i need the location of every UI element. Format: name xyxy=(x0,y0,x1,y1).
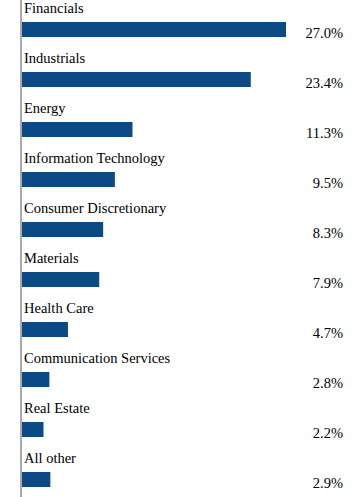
category-label: Industrials xyxy=(24,50,86,66)
data-label: 4.7% xyxy=(313,325,343,341)
bar xyxy=(22,122,132,137)
bar xyxy=(22,272,99,287)
data-label: 9.5% xyxy=(313,175,343,191)
data-label: 8.3% xyxy=(313,225,343,241)
data-label: 2.2% xyxy=(313,425,343,441)
category-label: All other xyxy=(24,450,76,466)
category-label: Health Care xyxy=(24,300,94,316)
bar xyxy=(22,422,44,437)
chart: Financials 27.0% Industrials 23.4% Energy 11.… xyxy=(0,0,360,497)
category-label: Materials xyxy=(24,250,79,266)
bar xyxy=(22,22,286,37)
bar xyxy=(22,72,251,87)
data-label: 2.8% xyxy=(313,375,343,391)
bar xyxy=(22,322,68,337)
category-label: Information Technology xyxy=(24,150,166,166)
bars xyxy=(22,22,286,487)
data-label: 27.0% xyxy=(306,25,343,41)
data-label: 2.9% xyxy=(313,475,343,491)
category-label: Energy xyxy=(24,100,66,116)
bar xyxy=(22,372,49,387)
category-label: Communication Services xyxy=(24,350,171,366)
bar xyxy=(22,472,50,487)
axis-line xyxy=(21,0,22,497)
category-label: Financials xyxy=(24,0,84,16)
category-label: Real Estate xyxy=(24,400,90,416)
data-label: 11.3% xyxy=(306,125,343,141)
data-label: 7.9% xyxy=(313,275,343,291)
bar xyxy=(22,172,115,187)
data-label: 23.4% xyxy=(306,75,343,91)
category-label: Consumer Discretionary xyxy=(24,200,167,216)
bar xyxy=(22,222,103,237)
